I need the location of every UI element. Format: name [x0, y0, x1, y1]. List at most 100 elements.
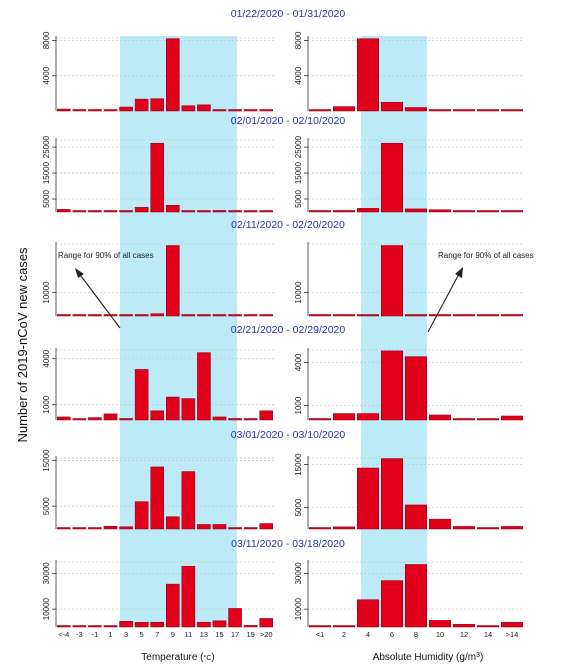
bar-temperature-0-12 [243, 109, 258, 112]
bar-absolute_humidity-5-1 [333, 625, 355, 628]
bar-absolute_humidity-4-6 [453, 526, 475, 530]
bar-absolute_humidity-2-6 [453, 314, 475, 317]
bar-temperature-3-11 [228, 418, 242, 421]
bar-temperature-1-2 [88, 210, 102, 213]
bar-absolute_humidity-3-2 [357, 413, 379, 421]
bar-absolute_humidity-2-2 [357, 314, 379, 317]
y-tick-label: 30000 [294, 562, 303, 585]
panel-absolute_humidity-0: 4000 8000 [294, 31, 524, 112]
x-tick-label: 8 [414, 630, 418, 639]
bar-temperature-0-7 [166, 38, 180, 112]
bar-temperature-1-5 [134, 207, 149, 213]
bar-temperature-5-0 [57, 625, 71, 628]
bar-temperature-3-6 [150, 410, 165, 421]
x-tick-label: 19 [246, 630, 254, 639]
bar-temperature-2-13 [259, 314, 273, 317]
bar-temperature-1-0 [57, 209, 71, 213]
bar-absolute_humidity-1-5 [429, 209, 451, 213]
bar-temperature-2-2 [88, 314, 102, 317]
x-tick-label: 13 [200, 630, 208, 639]
bar-absolute_humidity-3-0 [309, 418, 331, 421]
bar-temperature-0-2 [88, 109, 102, 112]
period-title-5: 03/11/2020 - 03/18/2020 [231, 538, 345, 550]
annotation-left-arrow [77, 271, 121, 329]
bar-absolute_humidity-1-8 [501, 210, 523, 213]
bar-absolute_humidity-3-3 [381, 350, 403, 421]
bar-temperature-4-7 [166, 516, 180, 530]
bar-temperature-4-8 [181, 471, 196, 530]
y-tick-label: 25000 [294, 135, 303, 158]
panel-temperature-2: 10000 [42, 242, 274, 317]
bar-temperature-0-11 [228, 109, 242, 112]
bar-temperature-3-7 [166, 396, 180, 421]
y-tick-label: 25000 [42, 135, 51, 158]
bar-temperature-4-9 [197, 524, 211, 530]
y-tick-label: 10000 [294, 281, 303, 304]
bar-absolute_humidity-2-7 [477, 314, 499, 317]
bar-absolute_humidity-3-4 [405, 356, 427, 421]
bar-absolute_humidity-5-6 [453, 624, 475, 628]
bar-temperature-2-8 [181, 314, 196, 317]
bar-temperature-0-3 [103, 109, 118, 112]
annotation-right: Range for 90% of all cases [438, 251, 534, 260]
bar-temperature-5-6 [150, 621, 165, 628]
bar-temperature-2-9 [197, 314, 211, 317]
x-tick-label: 3 [124, 630, 128, 639]
y-tick-label: 15000 [42, 161, 51, 184]
bar-temperature-4-5 [134, 501, 149, 530]
x-tick-label: 4 [366, 630, 370, 639]
bar-absolute_humidity-5-8 [501, 622, 523, 628]
bar-temperature-1-13 [259, 210, 273, 213]
bar-temperature-5-12 [243, 625, 258, 628]
x-tick-label: 1 [108, 630, 112, 639]
x-tick-label: 2 [342, 630, 346, 639]
bar-temperature-1-6 [150, 142, 165, 213]
bar-temperature-0-4 [119, 106, 133, 112]
bar-absolute_humidity-1-7 [477, 210, 499, 213]
bar-absolute_humidity-1-6 [453, 210, 475, 213]
y-tick-label: 8000 [42, 31, 51, 49]
bar-temperature-5-8 [181, 566, 196, 628]
bar-temperature-1-7 [166, 204, 180, 213]
x-tick-label: 15 [215, 630, 223, 639]
bar-temperature-4-0 [57, 527, 71, 530]
bar-temperature-0-6 [150, 98, 165, 112]
panel-absolute_humidity-2: 10000 [294, 242, 524, 317]
bar-temperature-1-8 [181, 210, 196, 213]
bar-temperature-3-2 [88, 417, 102, 421]
bar-absolute_humidity-1-3 [381, 142, 403, 213]
bar-temperature-1-10 [212, 210, 227, 213]
y-tick-label: 10000 [294, 597, 303, 620]
bar-temperature-2-7 [166, 245, 180, 317]
annotations: Range for 90% of all cases Range for 90%… [58, 251, 534, 333]
bar-temperature-3-0 [57, 416, 71, 421]
bar-absolute_humidity-4-7 [477, 527, 499, 530]
bar-absolute_humidity-2-4 [405, 314, 427, 317]
bar-temperature-0-5 [134, 98, 149, 112]
bar-temperature-5-2 [88, 625, 102, 628]
x-tick-label: >20 [260, 630, 273, 639]
panel-temperature-4: 5000 15000 [42, 449, 274, 530]
bar-temperature-5-11 [228, 608, 242, 628]
period-title-0: 01/22/2020 - 01/31/2020 [231, 8, 346, 20]
bar-temperature-2-5 [134, 314, 149, 317]
bar-temperature-0-8 [181, 105, 196, 112]
bar-temperature-3-10 [212, 416, 227, 421]
bar-absolute_humidity-4-8 [501, 526, 523, 530]
bar-absolute_humidity-3-7 [477, 418, 499, 421]
bar-temperature-4-6 [150, 466, 165, 530]
x-axis-label-temperature: Temperature (°C) [141, 652, 214, 663]
bar-temperature-2-1 [72, 314, 87, 317]
y-tick-label: 5000 [294, 498, 303, 516]
y-tick-label: 10000 [42, 597, 51, 620]
bar-temperature-4-2 [88, 527, 102, 530]
bar-absolute_humidity-4-3 [381, 458, 403, 530]
bar-absolute_humidity-2-5 [429, 314, 451, 317]
y-tick-label: 8000 [294, 31, 303, 49]
bar-absolute_humidity-5-4 [405, 564, 427, 628]
period-title-1: 02/01/2020 - 02/10/2020 [231, 115, 346, 127]
bar-temperature-0-10 [212, 109, 227, 112]
bar-temperature-5-4 [119, 621, 133, 628]
panel-absolute_humidity-1: 5000 15000 25000 [294, 135, 524, 213]
x-tick-label: 11 [184, 630, 192, 639]
